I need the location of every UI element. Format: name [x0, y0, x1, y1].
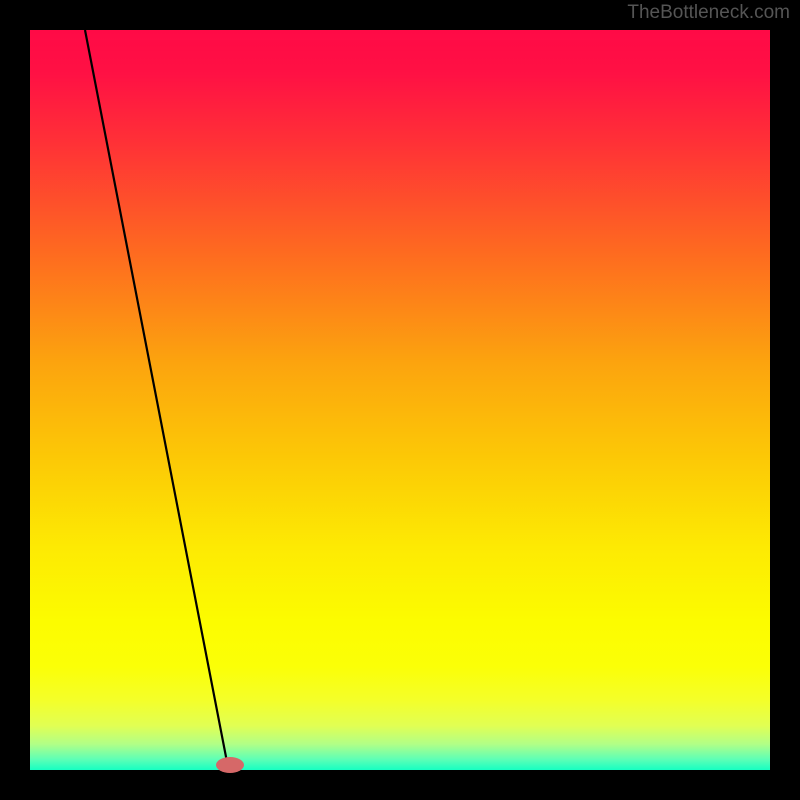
watermark-text: TheBottleneck.com [627, 2, 790, 24]
optimal-point-marker [216, 757, 244, 773]
bottleneck-curve [30, 30, 770, 770]
plot-area [30, 30, 770, 770]
chart-container: TheBottleneck.com [0, 0, 800, 800]
